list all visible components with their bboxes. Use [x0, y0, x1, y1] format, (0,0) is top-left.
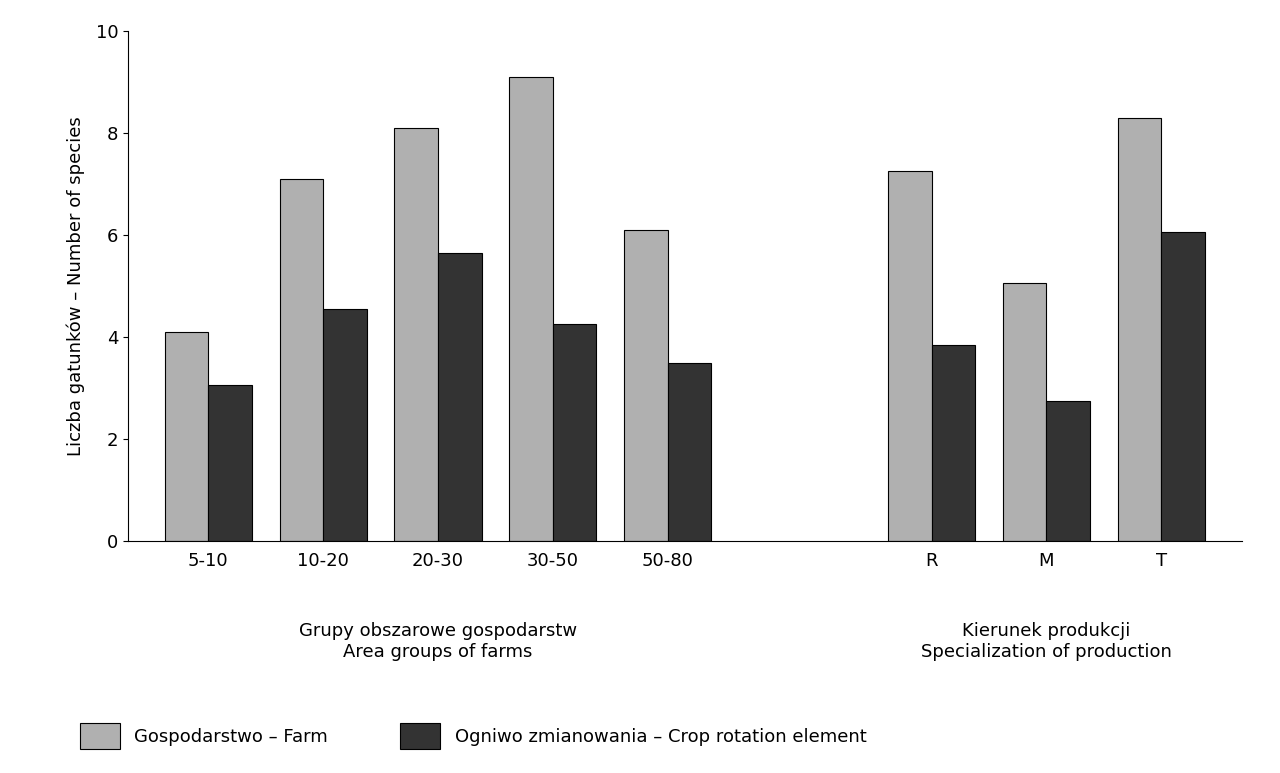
Bar — [668, 363, 712, 541]
Bar — [888, 172, 932, 541]
Bar — [553, 325, 596, 541]
Bar — [1117, 117, 1161, 541]
Text: Grupy obszarowe gospodarstw
Area groups of farms: Grupy obszarowe gospodarstw Area groups … — [300, 622, 577, 661]
Bar — [438, 253, 481, 541]
Bar — [1161, 233, 1204, 541]
Bar — [394, 128, 438, 541]
Bar — [165, 332, 209, 541]
Text: Kierunek produkcji
Specialization of production: Kierunek produkcji Specialization of pro… — [922, 622, 1172, 661]
Bar — [279, 179, 323, 541]
Legend: Gospodarstwo – Farm, Ogniwo zmianowania – Crop rotation element: Gospodarstwo – Farm, Ogniwo zmianowania … — [73, 717, 873, 756]
Bar — [1002, 284, 1047, 541]
Bar — [209, 386, 252, 541]
Y-axis label: Liczba gatunków – Number of species: Liczba gatunków – Number of species — [67, 116, 84, 456]
Bar — [932, 345, 975, 541]
Bar — [509, 77, 553, 541]
Bar — [623, 230, 668, 541]
Bar — [323, 309, 367, 541]
Bar — [1047, 400, 1091, 541]
